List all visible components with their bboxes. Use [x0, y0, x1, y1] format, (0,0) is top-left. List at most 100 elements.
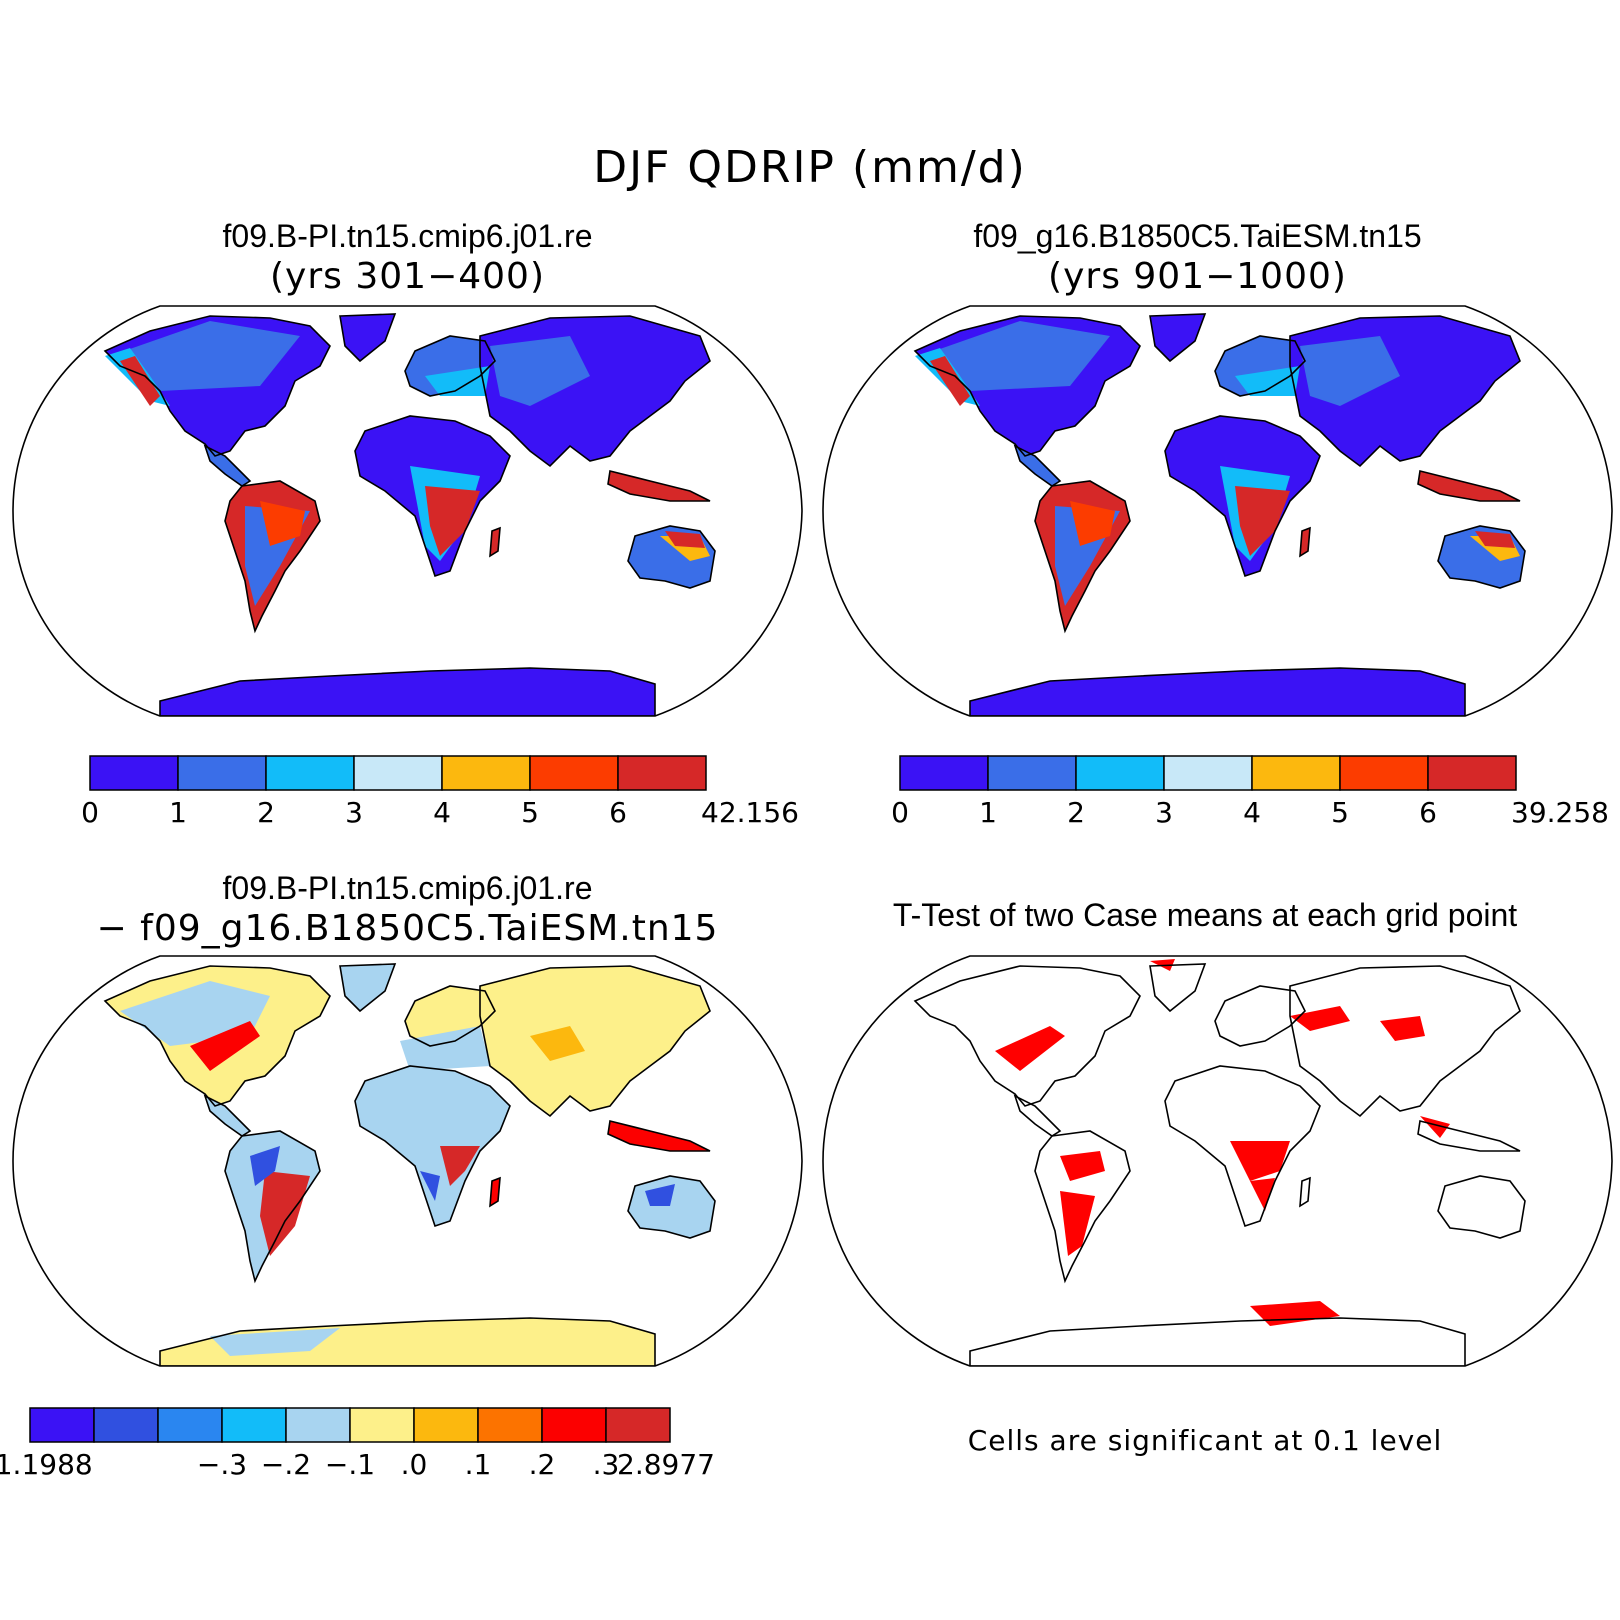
land-greenland — [1150, 314, 1205, 361]
colorbar-case1: 0 1 2 3 4 5 6 42.156 — [81, 755, 799, 829]
coastline-europe — [404, 335, 496, 397]
field-region — [920, 321, 1110, 391]
colorbar-tick-label: 2.8977 — [617, 1448, 715, 1481]
significant-region — [1420, 1116, 1450, 1138]
significant-region — [1060, 1191, 1095, 1256]
map-ttest — [822, 955, 1613, 1367]
field-region — [645, 1184, 675, 1206]
panel2-subtitle: (yrs 901−1000) — [1048, 256, 1347, 297]
coastline-europe — [1214, 985, 1306, 1047]
coastline-europe — [1214, 335, 1306, 397]
coastline-greenland — [1149, 313, 1207, 363]
map-diff — [12, 955, 803, 1367]
land-europe — [1215, 336, 1305, 396]
field-region — [120, 356, 160, 406]
colorbar-tick-label: 1 — [979, 796, 997, 829]
coastline-northAmerica — [103, 965, 331, 1107]
colorbar-tick-label: 5 — [521, 796, 539, 829]
colorbar-swatch — [987, 755, 1077, 791]
panel3-title: f09.B-PI.tn15.cmip6.j01.re — [222, 870, 593, 906]
colorbar-tick-label: 5 — [1331, 796, 1349, 829]
coastline-australia — [1437, 525, 1526, 589]
field-region — [190, 1021, 260, 1071]
coastline-asia — [479, 965, 711, 1118]
colorbar-swatch — [605, 1407, 671, 1443]
colorbar-tick-label: −.2 — [261, 1448, 311, 1481]
colorbar-swatch — [529, 755, 619, 791]
coastline-southAmerica — [1034, 480, 1131, 634]
colorbar-tick-label: 1 — [169, 796, 187, 829]
colorbar-swatch — [285, 1407, 351, 1443]
coastline-asia — [1289, 315, 1521, 468]
panel1-subtitle: (yrs 301−400) — [270, 256, 545, 297]
field-region — [250, 1146, 280, 1186]
coastline-madagascar — [1299, 1176, 1311, 1208]
coastline-africa — [354, 415, 511, 578]
coastline-southAmerica — [1034, 1130, 1131, 1284]
significant-region — [1060, 1151, 1105, 1181]
land-greenland — [1150, 964, 1205, 1011]
colorbar-tick-label: −.3 — [197, 1448, 247, 1481]
field-region — [260, 1171, 310, 1256]
colorbar-swatch — [541, 1407, 607, 1443]
coastline-centralAmerica — [1013, 1094, 1062, 1137]
field-region — [1070, 501, 1115, 546]
coastline-greenland — [1149, 963, 1207, 1013]
land-antarctica — [970, 668, 1465, 716]
land-indonesia — [608, 1121, 710, 1151]
map-border — [822, 305, 1613, 717]
land-asia — [1290, 966, 1520, 1116]
coastline-northAmerica — [913, 315, 1141, 457]
coastline-europe — [404, 985, 496, 1047]
colorbar-swatch — [29, 1407, 95, 1443]
colorbar-tick-label: 2 — [257, 796, 275, 829]
field-region — [530, 1026, 585, 1061]
coastline-antarctica — [969, 1317, 1466, 1366]
colorbar-swatch — [477, 1407, 543, 1443]
coastline-centralAmerica — [1013, 444, 1062, 487]
colorbar-tick-label: .2 — [529, 1448, 556, 1481]
colorbar-tick-label: 4 — [433, 796, 451, 829]
colorbar-tick-label: 3 — [1155, 796, 1173, 829]
coastline-northAmerica — [103, 315, 331, 457]
colorbar-swatch — [617, 755, 707, 791]
coastline-antarctica — [159, 1317, 656, 1366]
coastline-madagascar — [1299, 526, 1311, 558]
significant-region — [995, 1026, 1065, 1071]
coastline-antarctica — [969, 667, 1466, 716]
field-region — [1300, 336, 1400, 406]
coastline-asia — [479, 315, 711, 468]
colorbar-swatch — [177, 755, 267, 791]
field-region — [490, 336, 590, 406]
land-antarctica — [970, 1318, 1465, 1366]
field-region — [110, 321, 300, 391]
panel2-title: f09_g16.B1850C5.TaiESM.tn15 — [973, 218, 1422, 254]
coastline-australia — [1437, 1175, 1526, 1239]
map-case2 — [822, 305, 1613, 717]
field-region — [425, 486, 480, 556]
land-antarctica — [160, 668, 655, 716]
coastline-africa — [1164, 415, 1321, 578]
colorbar-swatch — [89, 755, 179, 791]
field-region — [1235, 486, 1290, 556]
colorbar-swatch — [93, 1407, 159, 1443]
significant-region — [1230, 1141, 1290, 1181]
coastline-greenland — [339, 963, 397, 1013]
colorbar-tick-label: 2 — [1067, 796, 1085, 829]
colorbar-tick-label: .1 — [465, 1448, 492, 1481]
field-region — [665, 531, 705, 548]
colorbar-swatch — [265, 755, 355, 791]
field-region — [400, 1026, 490, 1071]
figure-title: DJF QDRIP (mm/d) — [593, 142, 1027, 193]
land-europe — [1215, 986, 1305, 1046]
land-greenland — [340, 314, 395, 361]
colorbar-tick-label: 6 — [1419, 796, 1437, 829]
colorbar-swatch — [221, 1407, 287, 1443]
ttest-note: Cells are significant at 0.1 level — [967, 1424, 1443, 1457]
field-region — [420, 1171, 440, 1201]
colorbar-tick-label: 6 — [609, 796, 627, 829]
land-northAmerica — [915, 966, 1140, 1106]
land-indonesia — [1418, 471, 1520, 501]
coastline-centralAmerica — [203, 444, 252, 487]
coastline-indonesia — [1417, 470, 1521, 502]
